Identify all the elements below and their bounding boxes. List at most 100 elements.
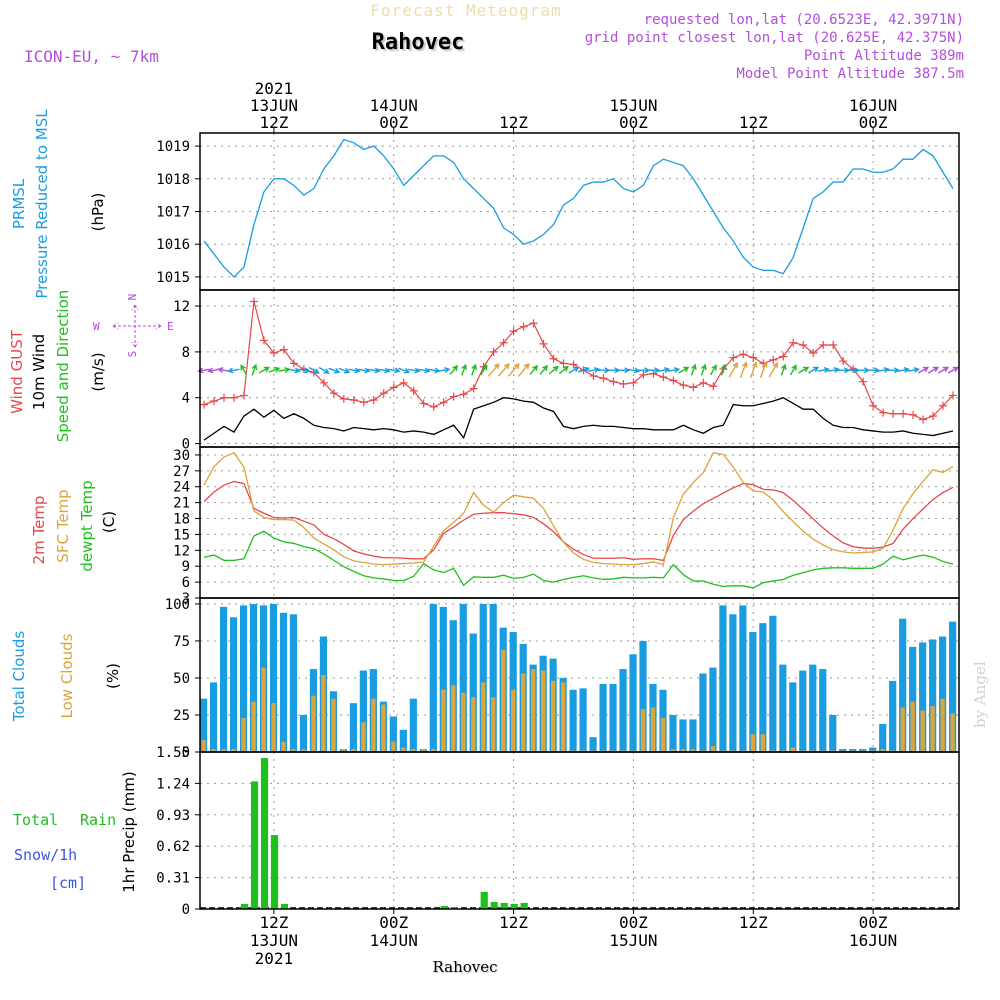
wind-direction-arrow [587, 367, 601, 373]
clouds-tick-label: 100 [165, 597, 190, 613]
low-cloud-bar [940, 698, 945, 752]
gust-marker [229, 393, 238, 402]
low-cloud-bar [211, 749, 216, 752]
time-label-top: 16JUN [849, 96, 897, 115]
total-cloud-bar [609, 683, 617, 752]
wind-direction-arrow [597, 367, 611, 374]
rain-bar [280, 903, 289, 909]
total-cloud-bar [829, 714, 837, 752]
total-cloud-bar [619, 669, 627, 752]
wind-tick-label: 12 [173, 299, 190, 315]
low-cloud-bar [271, 703, 276, 752]
low-cloud-bar [760, 734, 766, 752]
gust-marker [399, 378, 408, 387]
gust-marker [539, 339, 548, 348]
wind-direction-arrow [749, 361, 758, 378]
compass-s: S [126, 351, 139, 358]
temperature-tick-label: 27 [173, 464, 190, 480]
gust-marker [599, 374, 608, 383]
total-cloud-bar [749, 632, 757, 752]
wind-direction-arrow [808, 366, 820, 374]
low-cloud-bar [361, 722, 366, 752]
wind-direction-arrow [678, 366, 690, 374]
time-label-top: 12Z [259, 113, 288, 132]
gust-marker [499, 338, 508, 347]
wind-direction-arrow [428, 367, 441, 374]
gust-marker [679, 381, 688, 390]
series-prmsl [203, 138, 954, 278]
wind-direction-arrow [927, 366, 940, 374]
gust-marker [819, 341, 828, 350]
total-cloud-bar [389, 716, 397, 752]
low-cloud-bar [251, 701, 256, 752]
total-cloud-bar [269, 603, 278, 752]
wind-direction-arrow [897, 367, 910, 373]
precipitation-tick-label: 0.62 [156, 839, 190, 855]
gust-marker [389, 383, 398, 392]
rain-bar [450, 906, 458, 909]
gust-marker [659, 373, 668, 382]
low-cloud-bar [261, 667, 266, 752]
low-cloud-bar [281, 741, 286, 752]
clouds-tick-label: 75 [173, 634, 190, 650]
wind-direction-arrow [207, 367, 220, 374]
watermark: by Angel [971, 661, 989, 728]
wind-direction-arrow [288, 367, 301, 374]
gust-marker [469, 384, 478, 393]
low-cloud-bar [710, 746, 716, 752]
clouds-tick-label: 50 [173, 671, 190, 687]
compass-w: W [93, 320, 100, 333]
gust-marker [939, 401, 948, 410]
time-label-bottom: 12Z [259, 913, 288, 932]
gust-marker [869, 401, 878, 410]
low-cloud-bar [531, 669, 536, 752]
label-sfc-temp: SFC Temp [54, 489, 72, 562]
wind-axis-labels: Wind GUST 10m Wind Speed and Direction (… [8, 290, 107, 443]
gust-marker [259, 336, 268, 345]
temperature-tick-label: 21 [173, 496, 190, 512]
wind-direction-arrow [418, 367, 431, 374]
pressure-tick-label: 1017 [156, 205, 190, 221]
low-cloud-bar [331, 698, 336, 752]
low-cloud-bar [640, 709, 646, 752]
gust-marker [909, 410, 918, 419]
wind-direction-arrow [258, 366, 270, 374]
low-cloud-bar [381, 704, 386, 752]
total-cloud-bar [719, 605, 727, 752]
wind-direction-arrow [388, 367, 401, 374]
legend-rain: Rain [80, 811, 116, 829]
low-cloud-bar [351, 749, 356, 752]
low-cloud-bar [371, 698, 376, 752]
gust-marker [219, 393, 228, 402]
rain-bar [240, 903, 249, 909]
wind-direction-arrow [398, 367, 411, 374]
time-label-top: 00Z [619, 113, 648, 132]
wind-direction-arrow [368, 367, 381, 374]
gust-marker [609, 377, 618, 386]
wind-direction-arrow [408, 367, 421, 374]
wind-direction-arrow [917, 366, 930, 374]
low-cloud-bar [560, 682, 566, 752]
rain-bar [510, 903, 518, 909]
wind-direction-arrow [700, 363, 707, 376]
gust-marker [779, 352, 788, 361]
low-cloud-bar [341, 749, 346, 752]
total-cloud-bar [469, 633, 477, 752]
series-10m-wind [203, 397, 954, 441]
gust-marker [699, 378, 708, 387]
total-cloud-bar [689, 719, 697, 752]
wind-direction-arrow [318, 366, 330, 374]
temperature-tick-label: 15 [173, 527, 190, 543]
footer-location: Rahovec [432, 958, 497, 976]
label-percent: (%) [104, 663, 122, 689]
total-cloud-bar [729, 614, 737, 752]
wind-direction-arrow [937, 366, 950, 374]
low-cloud-bar [521, 673, 526, 752]
total-cloud-bar [589, 737, 597, 752]
label-low-clouds: Low Clouds [58, 633, 76, 718]
wind-direction-arrow [308, 366, 320, 374]
wind-direction-arrow [298, 367, 311, 374]
wind-direction-arrow [578, 366, 591, 373]
